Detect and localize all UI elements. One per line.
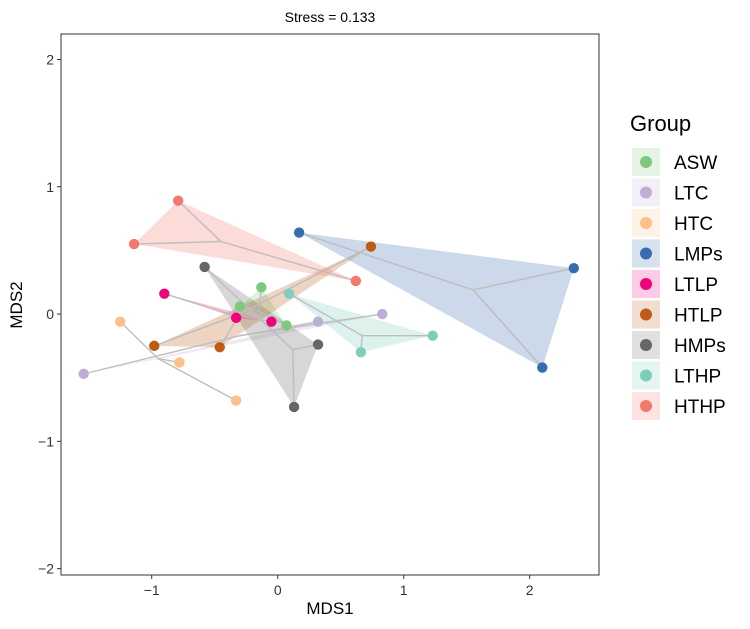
- legend-dot-htc: [640, 217, 652, 229]
- spider-line-hthp-2: [134, 240, 222, 245]
- point-ltc-1: [78, 368, 89, 380]
- legend-label-ltc: LTC: [674, 184, 708, 205]
- point-asw-3: [281, 320, 292, 331]
- spider-line-ltlp-1: [164, 293, 222, 313]
- point-asw-1: [256, 282, 267, 293]
- point-lthp-2: [355, 347, 367, 358]
- legend-dot-hmps: [640, 339, 652, 351]
- legend-dot-asw: [640, 156, 652, 168]
- legend-dot-htlp: [640, 308, 652, 321]
- point-ltlp-2: [230, 312, 242, 324]
- hull-lmps: [299, 232, 574, 368]
- legend: Group ASW LTC HTC LMPs LTLP HTLP HMPs LTHP HTHP: [630, 111, 726, 420]
- y-tick-label: −2: [38, 561, 54, 577]
- point-lmps-2: [568, 263, 580, 274]
- point-htlp-3: [365, 241, 377, 252]
- legend-label-hthp: HTHP: [674, 397, 726, 418]
- legend-items: ASW LTC HTC LMPs LTLP HTLP HMPs LTHP HTHP: [632, 148, 726, 420]
- point-hthp-1: [172, 195, 184, 206]
- x-tick-label: 0: [274, 582, 282, 598]
- y-axis-label: MDS2: [7, 281, 26, 328]
- hull-asw: [239, 287, 287, 326]
- point-htc-1: [115, 316, 126, 327]
- x-tick-label: 2: [526, 582, 534, 598]
- legend-label-hmps: HMPs: [674, 336, 726, 357]
- point-htlp-2: [214, 341, 225, 353]
- spider-line-lthp-1: [288, 293, 363, 337]
- point-lthp-1: [283, 288, 295, 299]
- spider-line-hthp-1: [177, 200, 222, 242]
- chart-title: Stress = 0.133: [285, 9, 376, 25]
- group-hulls: [83, 200, 574, 407]
- point-lmps-1: [293, 227, 305, 238]
- axes: −1 0 1 2 −2 −1 0 1 2: [38, 51, 534, 598]
- legend-dot-ltc: [640, 186, 652, 199]
- plot-panel-border: [60, 33, 600, 576]
- legend-title: Group: [630, 111, 691, 136]
- spider-line-ltc-3: [239, 313, 383, 337]
- point-htc-3: [230, 395, 242, 406]
- point-htc-2: [174, 357, 185, 368]
- point-ltlp-1: [159, 288, 170, 299]
- hull-hthp: [134, 200, 356, 281]
- legend-label-htlp: HTLP: [674, 306, 723, 327]
- point-lthp-3: [427, 330, 438, 341]
- point-hthp-3: [350, 275, 362, 287]
- hull-hmps: [204, 266, 319, 407]
- legend-dot-hthp: [640, 400, 652, 412]
- point-hmps-1: [199, 261, 210, 273]
- legend-label-ltlp: LTLP: [674, 275, 718, 296]
- point-htlp-1: [149, 340, 160, 352]
- spider-line-hthp-3: [220, 240, 357, 282]
- spider-line-lmps-1: [298, 231, 474, 291]
- spider-line-hmps-3: [292, 349, 295, 407]
- x-tick-label: −1: [144, 582, 160, 598]
- hull-lthp: [289, 293, 433, 353]
- legend-label-asw: ASW: [674, 153, 717, 174]
- y-tick-label: −1: [38, 433, 54, 449]
- spider-line-ltlp-3: [220, 310, 272, 323]
- legend-label-lthp: LTHP: [674, 367, 721, 388]
- legend-dot-lthp: [640, 369, 652, 382]
- spider-line-htlp-1: [153, 313, 241, 347]
- spider-line-ltc-1: [83, 335, 241, 375]
- spider-line-htlp-3: [239, 245, 372, 315]
- spider-line-lmps-3: [472, 289, 543, 368]
- legend-label-htc: HTC: [674, 214, 713, 235]
- x-axis-label: MDS1: [306, 599, 353, 618]
- point-hmps-3: [288, 401, 300, 413]
- spider-line-htc-3: [157, 357, 237, 402]
- hull-ltlp: [164, 293, 272, 322]
- y-tick-label: 2: [46, 51, 54, 67]
- point-hthp-2: [128, 238, 140, 250]
- spider-line-hmps-1: [204, 266, 294, 351]
- point-lmps-3: [537, 362, 548, 373]
- point-ltc-3: [377, 308, 388, 320]
- spider-line-htc-1: [119, 321, 159, 360]
- group-spider-lines: [83, 200, 574, 407]
- point-asw-2: [234, 301, 246, 312]
- spider-line-lmps-2: [472, 267, 574, 291]
- hull-htlp: [154, 246, 371, 348]
- y-tick-label: 1: [46, 179, 54, 195]
- legend-dot-lmps: [640, 247, 652, 260]
- x-tick-label: 1: [400, 582, 408, 598]
- legend-label-lmps: LMPs: [674, 245, 723, 266]
- y-tick-label: 0: [46, 306, 54, 322]
- point-hmps-2: [312, 339, 324, 350]
- point-ltc-2: [312, 316, 324, 327]
- legend-dot-ltlp: [640, 278, 652, 290]
- point-ltlp-3: [266, 316, 277, 327]
- data-points: [78, 195, 580, 413]
